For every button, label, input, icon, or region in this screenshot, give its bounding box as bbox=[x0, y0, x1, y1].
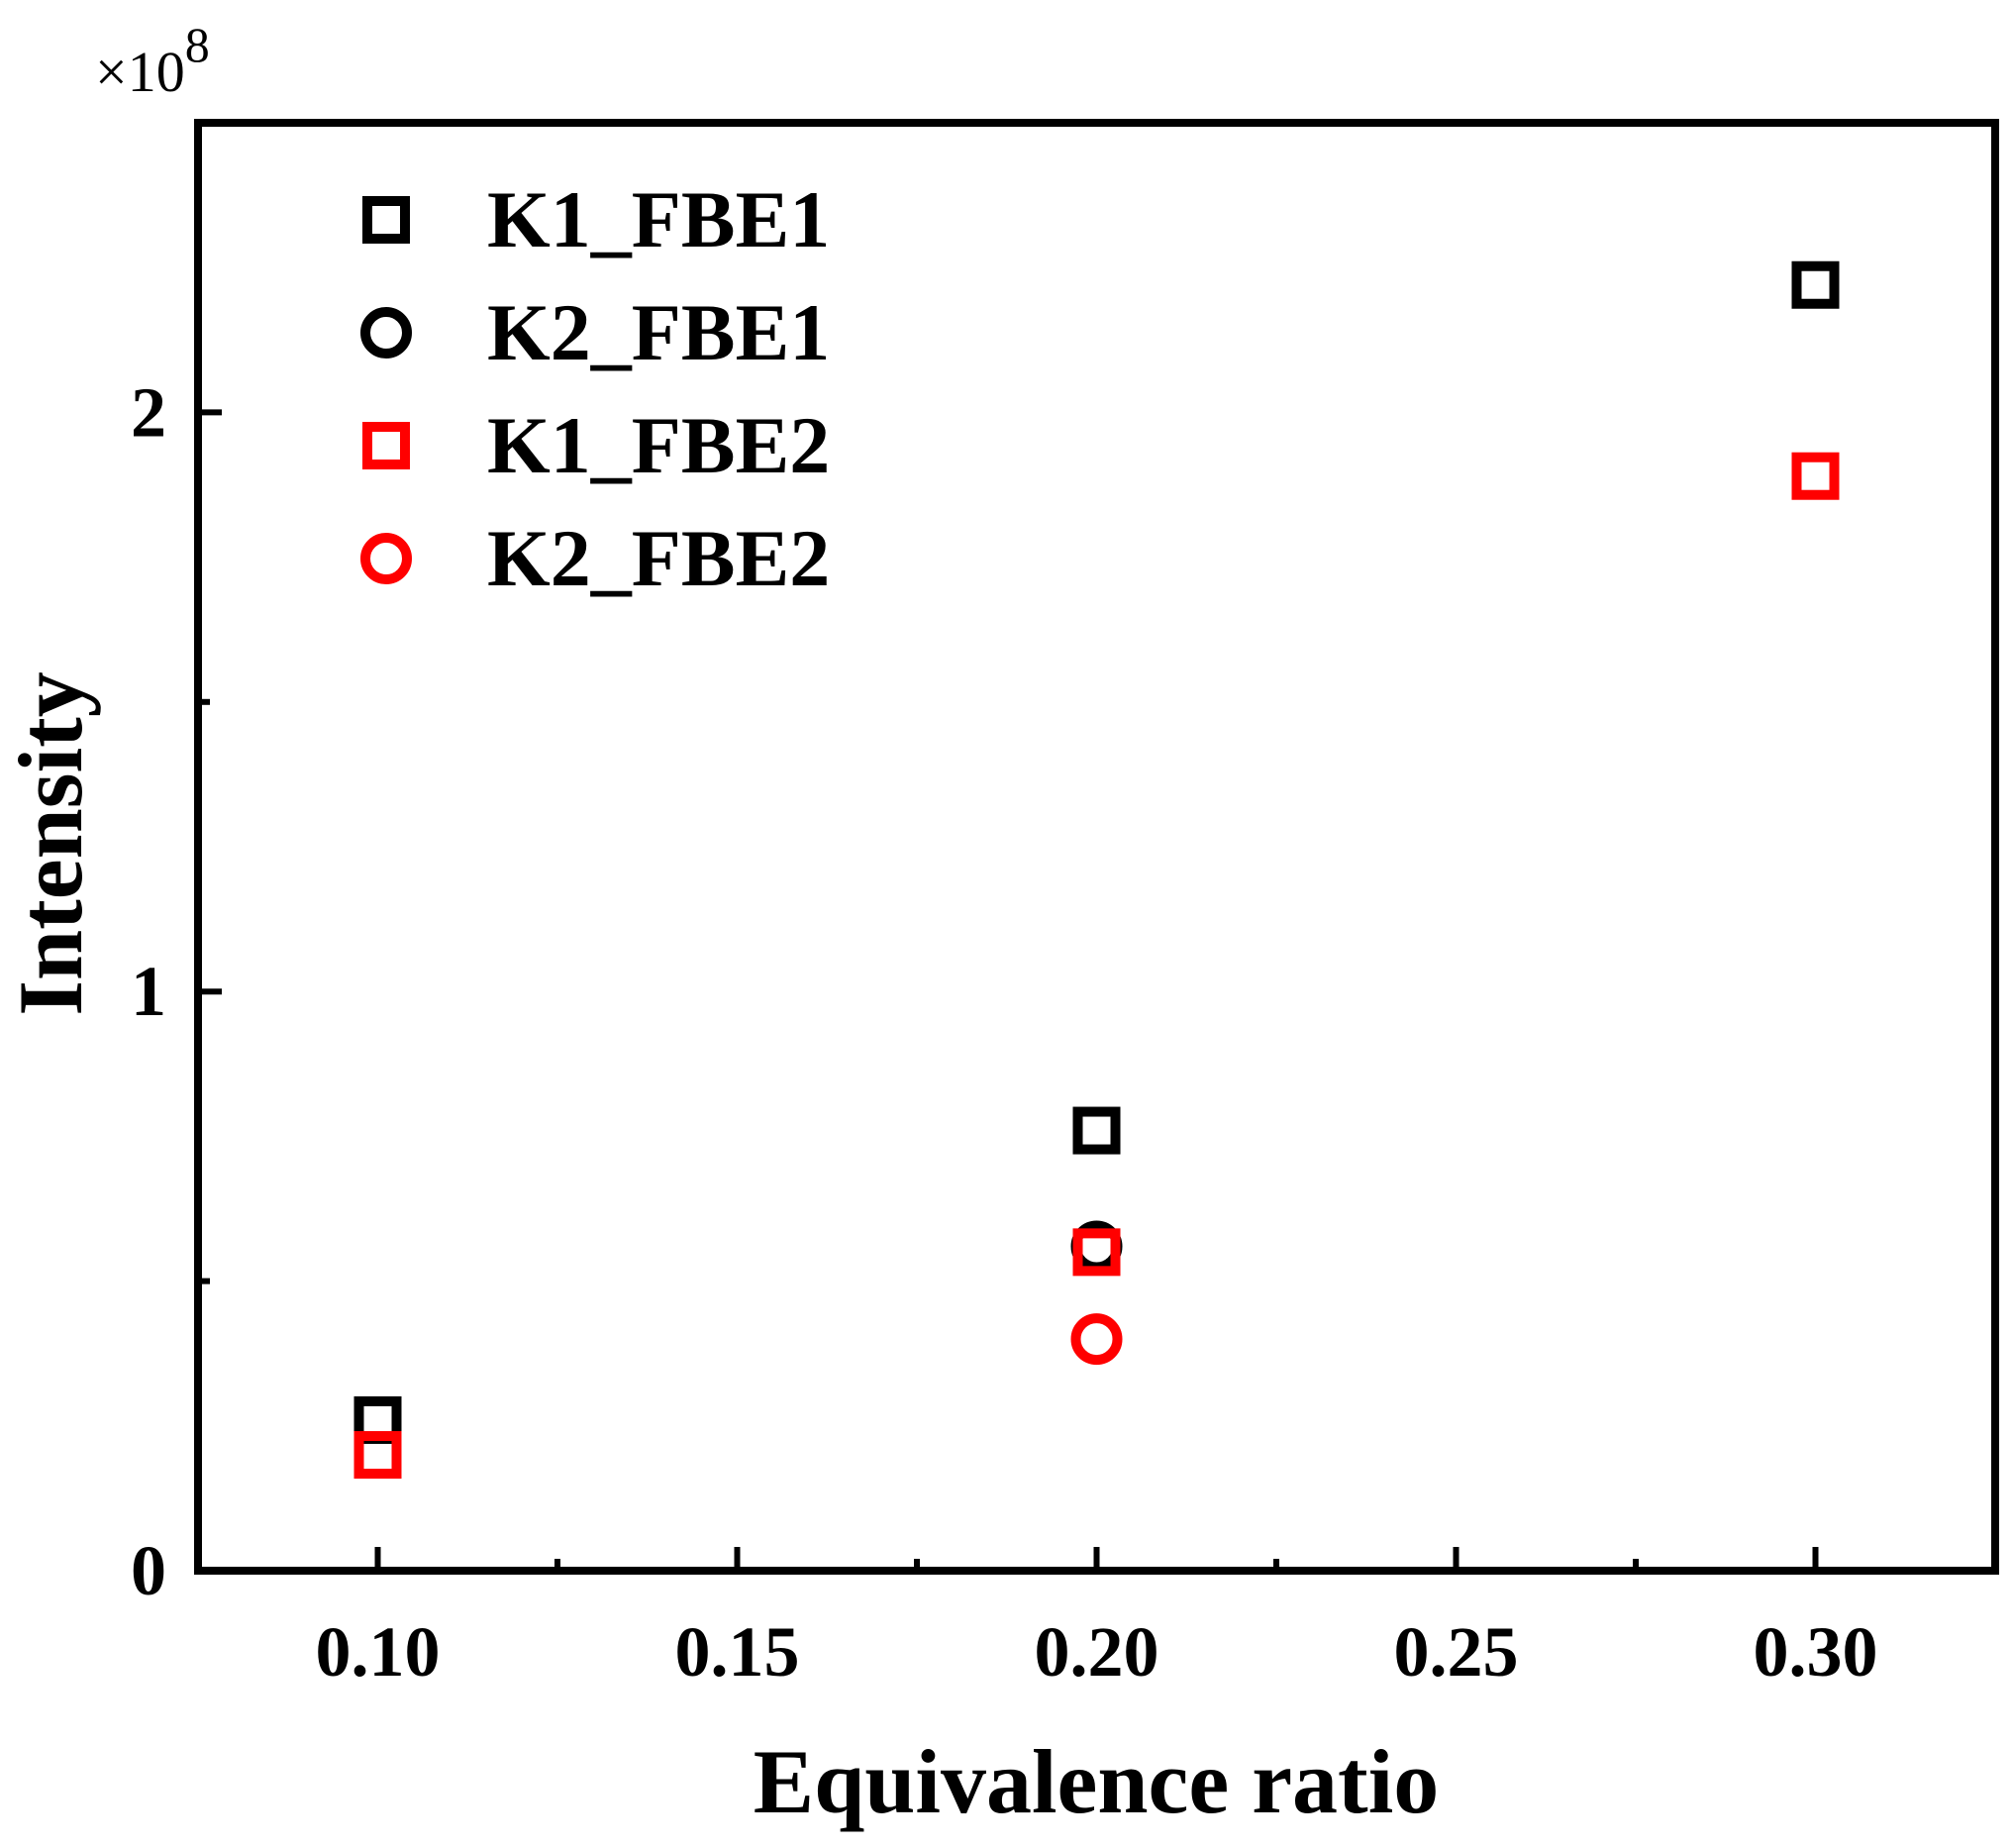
point-k2-fbe2 bbox=[1070, 1313, 1123, 1366]
legend-label: K1_FBE1 bbox=[487, 174, 830, 264]
point-k1-fbe2 bbox=[353, 1431, 402, 1480]
legend-marker bbox=[362, 196, 410, 244]
point-k1-fbe2 bbox=[1791, 452, 1840, 500]
legend-label: K2_FBE1 bbox=[487, 287, 830, 377]
x-axis: 0.10 0.15 0.20 0.25 0.30 bbox=[316, 1547, 1878, 1692]
x-axis-label: Equivalence ratio bbox=[754, 1731, 1440, 1832]
point-k1-fbe1 bbox=[1072, 1106, 1121, 1155]
y-multiplier: ×108 bbox=[95, 17, 210, 104]
x-tick-label: 0.15 bbox=[675, 1612, 800, 1692]
y-tick-label: 1 bbox=[131, 952, 166, 1031]
point-k1-fbe2 bbox=[1072, 1228, 1121, 1277]
legend-label: K1_FBE2 bbox=[487, 400, 830, 490]
legend-marker bbox=[360, 307, 412, 359]
legend: K1_FBE1 K2_FBE1 K1_FBE2 K2_FBE2 bbox=[360, 174, 830, 603]
y-axis: 0 1 2 bbox=[131, 372, 222, 1610]
legend-marker bbox=[362, 422, 410, 469]
x-tick-label: 0.30 bbox=[1754, 1612, 1878, 1692]
x-tick-label: 0.20 bbox=[1035, 1612, 1159, 1692]
plot-frame bbox=[194, 119, 1999, 1575]
point-k1-fbe1 bbox=[1791, 260, 1840, 309]
y-axis-label: Intensity bbox=[0, 671, 101, 1016]
x-tick-label: 0.25 bbox=[1394, 1612, 1519, 1692]
data-marks bbox=[353, 260, 1840, 1480]
y-tick-label: 2 bbox=[131, 372, 166, 452]
legend-marker bbox=[360, 533, 412, 584]
y-tick-label: 0 bbox=[131, 1531, 166, 1610]
x-tick-label: 0.10 bbox=[316, 1612, 441, 1692]
legend-label: K2_FBE2 bbox=[487, 513, 830, 603]
